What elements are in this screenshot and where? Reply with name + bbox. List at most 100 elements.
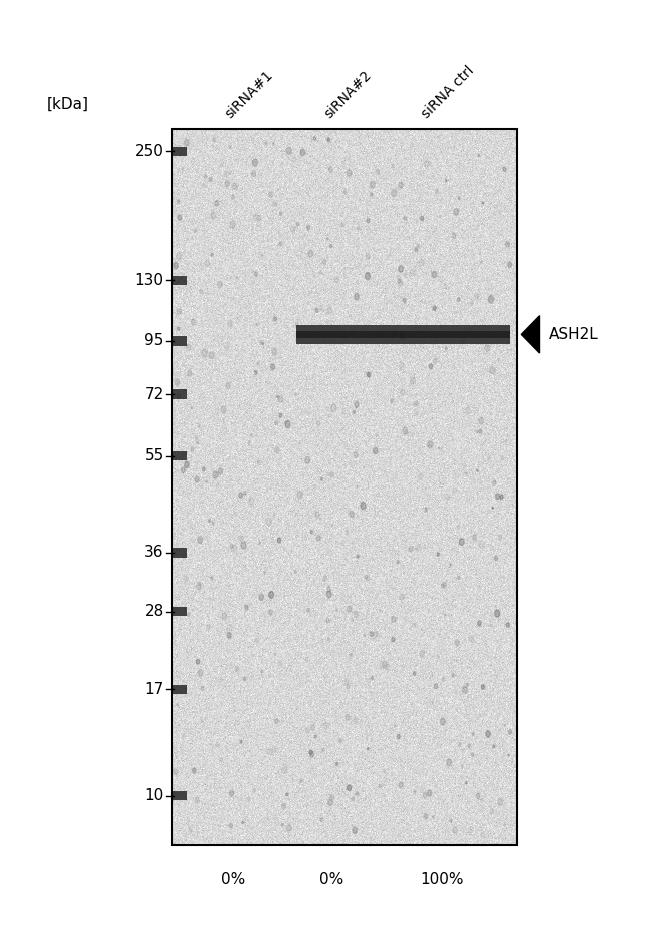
Circle shape [424, 814, 428, 818]
Circle shape [488, 456, 490, 460]
Circle shape [399, 182, 403, 189]
Circle shape [456, 640, 460, 646]
Circle shape [391, 190, 396, 196]
Circle shape [213, 137, 216, 142]
Circle shape [225, 180, 229, 187]
Circle shape [224, 342, 229, 348]
Circle shape [481, 439, 485, 445]
Circle shape [419, 260, 424, 266]
Circle shape [482, 685, 484, 689]
Bar [172, 336, 187, 346]
Circle shape [297, 491, 302, 499]
Circle shape [221, 679, 224, 683]
Circle shape [252, 159, 257, 166]
Circle shape [354, 452, 358, 458]
Circle shape [439, 216, 441, 218]
Circle shape [188, 370, 192, 376]
Circle shape [174, 262, 178, 269]
Bar [172, 607, 187, 616]
Circle shape [278, 661, 281, 667]
Circle shape [367, 373, 370, 376]
Circle shape [177, 704, 179, 706]
Circle shape [445, 286, 447, 289]
Circle shape [230, 220, 235, 228]
Circle shape [380, 662, 385, 669]
Circle shape [328, 307, 332, 314]
Circle shape [322, 260, 326, 264]
Circle shape [423, 792, 427, 798]
Circle shape [473, 732, 474, 735]
Circle shape [350, 654, 352, 657]
Circle shape [370, 192, 373, 196]
Text: siRNA#1: siRNA#1 [223, 68, 276, 121]
Circle shape [506, 241, 510, 248]
Circle shape [243, 491, 246, 496]
Circle shape [202, 184, 205, 188]
Circle shape [335, 762, 337, 765]
Circle shape [308, 290, 311, 295]
Bar [172, 451, 187, 460]
Circle shape [506, 623, 510, 628]
Circle shape [300, 779, 302, 782]
Circle shape [229, 790, 233, 796]
Circle shape [367, 219, 370, 223]
Circle shape [286, 148, 291, 154]
Circle shape [476, 431, 478, 432]
Circle shape [296, 222, 299, 226]
Circle shape [396, 648, 398, 652]
Circle shape [311, 725, 315, 730]
Circle shape [176, 379, 179, 386]
Circle shape [327, 587, 330, 592]
Circle shape [282, 803, 285, 809]
Circle shape [504, 824, 506, 826]
Circle shape [380, 610, 382, 612]
Circle shape [365, 574, 367, 579]
Circle shape [452, 673, 454, 677]
Circle shape [432, 815, 434, 818]
Circle shape [241, 542, 246, 549]
Circle shape [226, 382, 230, 388]
Circle shape [239, 536, 243, 542]
Circle shape [248, 441, 250, 445]
Circle shape [274, 654, 276, 656]
Circle shape [399, 265, 404, 273]
Circle shape [400, 594, 404, 600]
Circle shape [347, 170, 352, 177]
Circle shape [330, 472, 333, 477]
Circle shape [331, 524, 333, 527]
Circle shape [198, 537, 203, 544]
Circle shape [261, 254, 263, 257]
Circle shape [416, 413, 418, 416]
Circle shape [453, 488, 457, 493]
Circle shape [309, 750, 312, 755]
Circle shape [202, 349, 207, 357]
Circle shape [409, 546, 413, 552]
Circle shape [460, 337, 465, 344]
Circle shape [307, 226, 309, 230]
Circle shape [216, 482, 219, 486]
Circle shape [326, 473, 329, 475]
Circle shape [275, 719, 278, 724]
Circle shape [374, 447, 378, 454]
Circle shape [392, 164, 395, 168]
Circle shape [315, 512, 319, 518]
Bar [172, 685, 187, 694]
Circle shape [473, 535, 476, 540]
Text: 10: 10 [144, 788, 164, 803]
Circle shape [478, 621, 481, 626]
Circle shape [442, 677, 445, 681]
Circle shape [274, 317, 277, 321]
Circle shape [361, 502, 366, 510]
Circle shape [376, 433, 378, 436]
Circle shape [259, 543, 260, 545]
Circle shape [494, 556, 497, 560]
Circle shape [249, 498, 254, 505]
Circle shape [490, 809, 494, 814]
Circle shape [458, 197, 460, 200]
Circle shape [227, 320, 232, 327]
Circle shape [220, 757, 222, 761]
Circle shape [405, 430, 408, 435]
Circle shape [465, 782, 467, 784]
Circle shape [198, 582, 201, 587]
Circle shape [196, 436, 198, 439]
